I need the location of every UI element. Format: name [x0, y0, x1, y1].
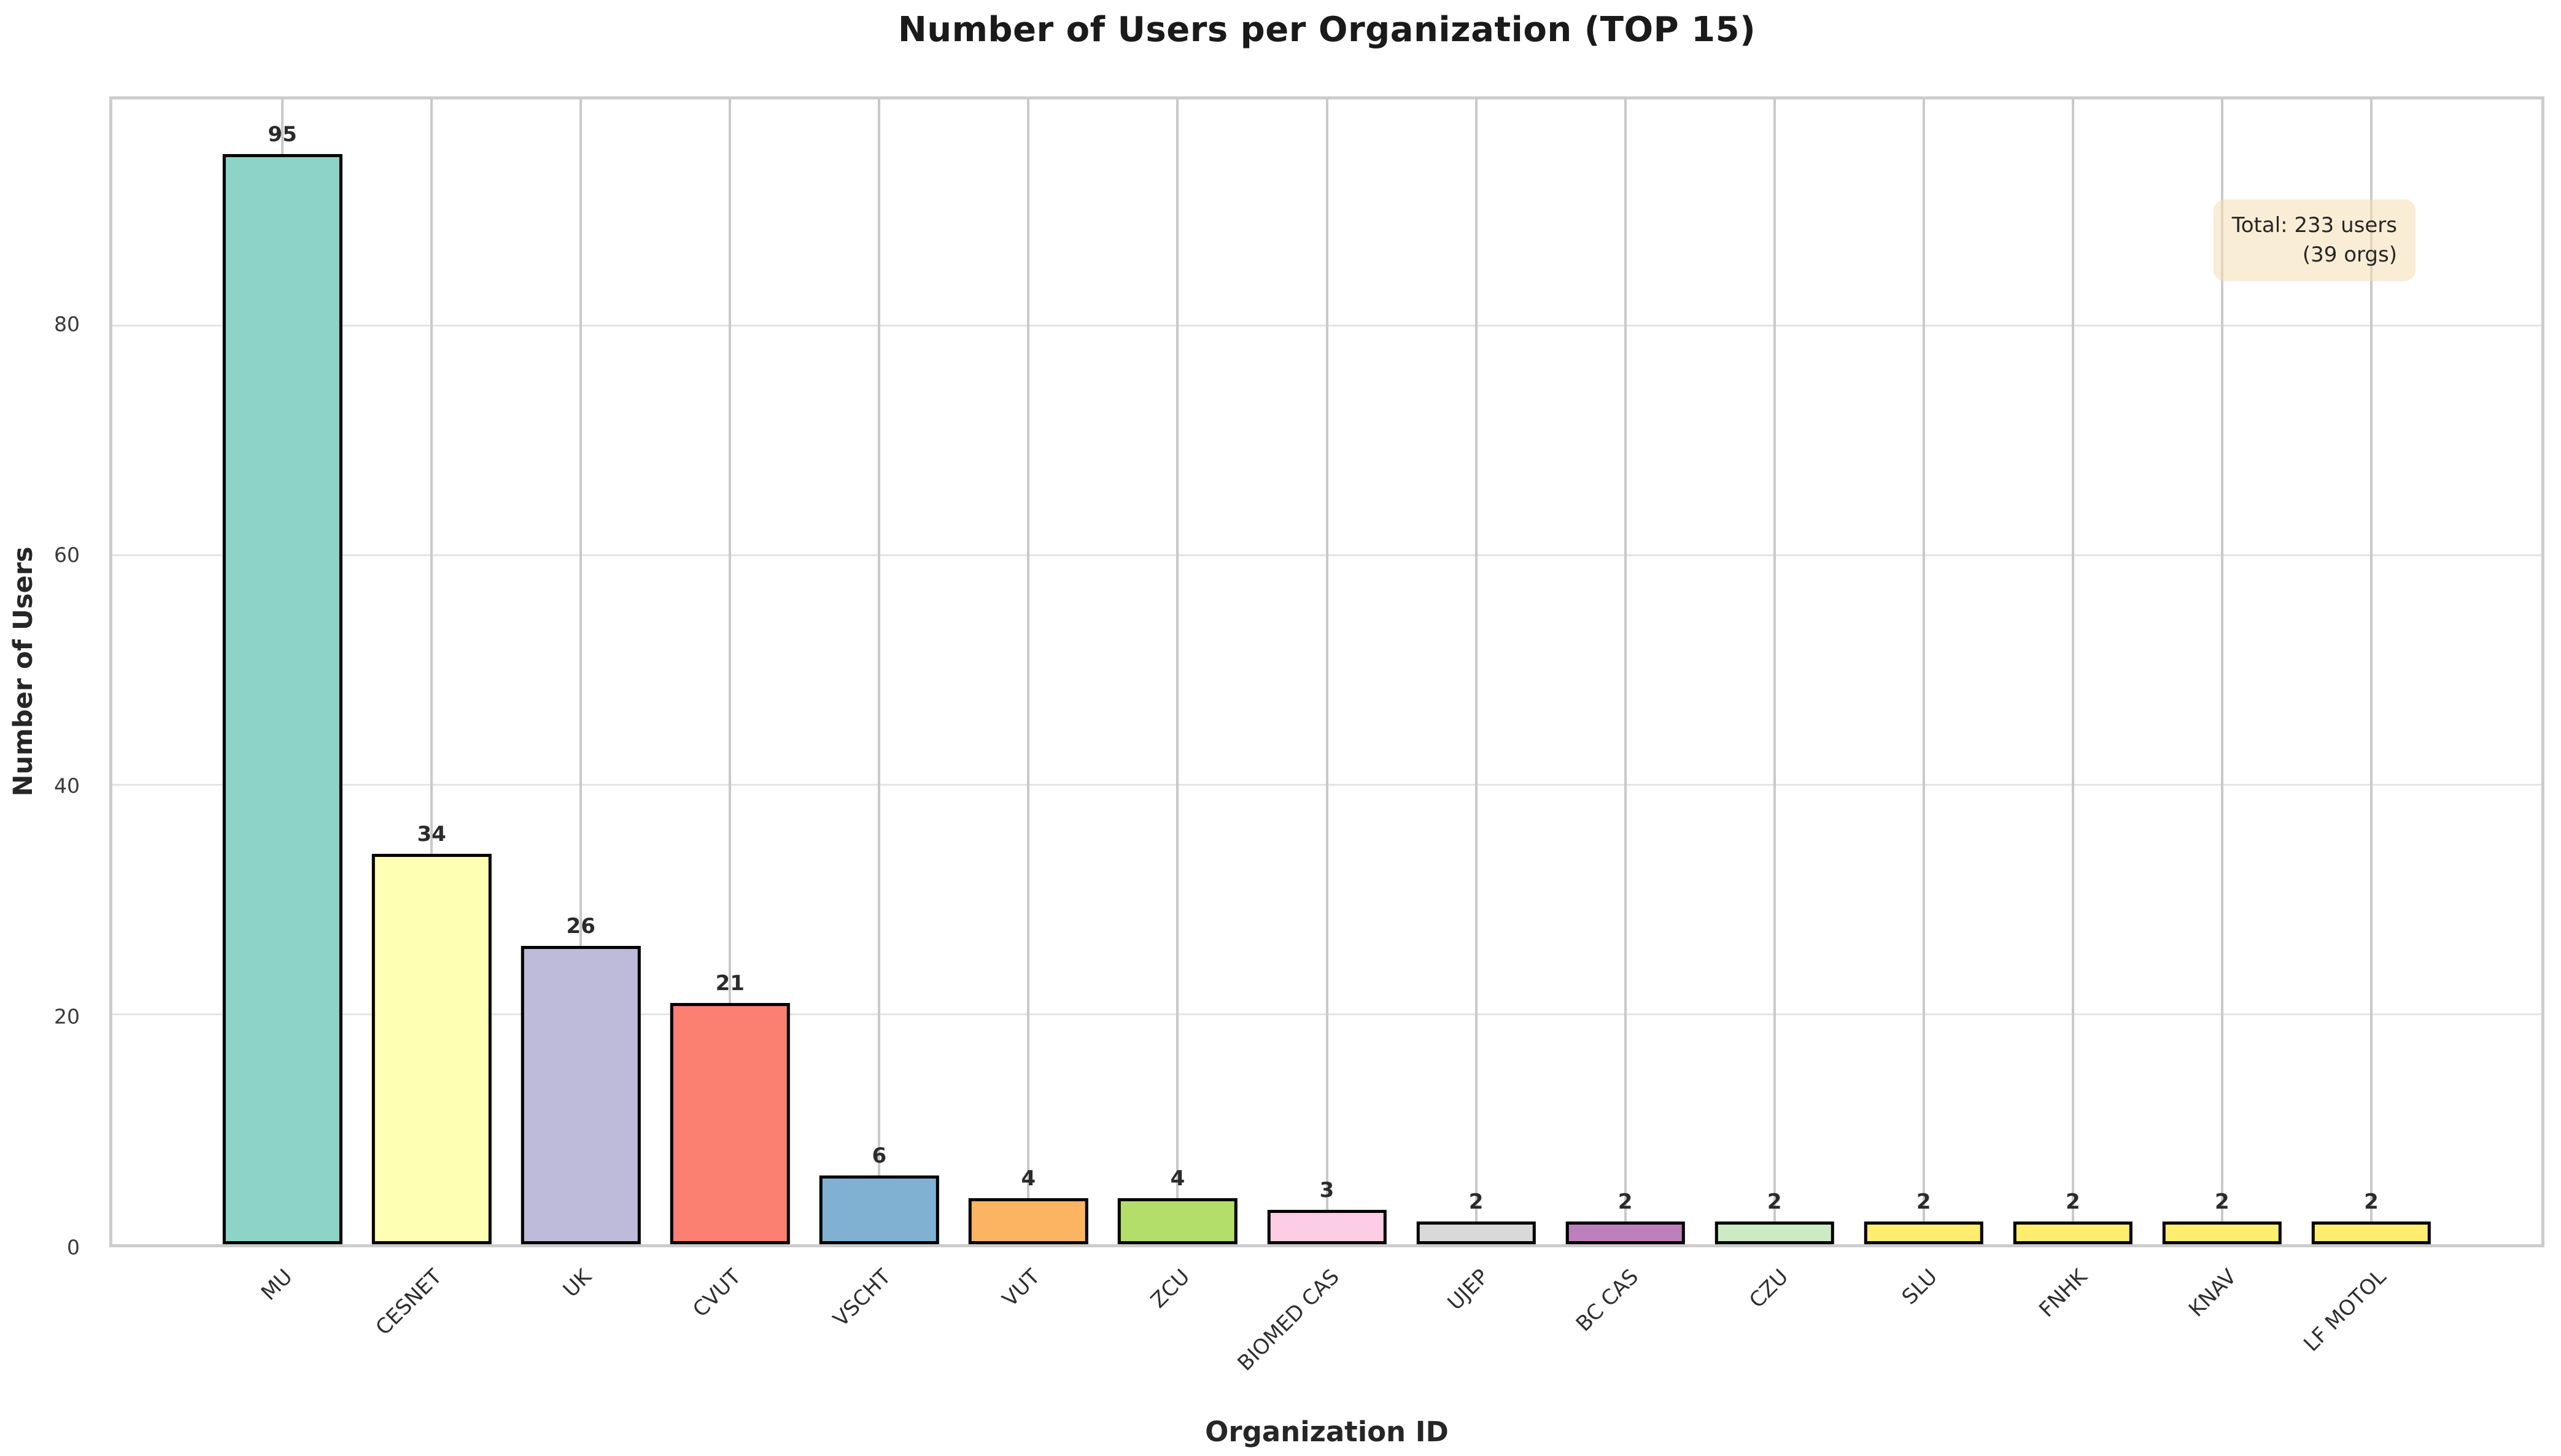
gridline-x	[1474, 99, 1478, 1244]
bar-value-label: 2	[2065, 1189, 2080, 1214]
y-tick-label: 40	[54, 773, 80, 798]
gridline-x	[430, 99, 433, 1244]
gridline-x	[1027, 99, 1030, 1244]
bar-value-label: 95	[268, 122, 297, 147]
x-axis-label: Organization ID	[1205, 1415, 1449, 1448]
bar-value-label: 2	[2215, 1189, 2230, 1214]
x-tick-label: UJEP	[1443, 1264, 1494, 1315]
x-tick-label: CESNET	[371, 1264, 447, 1341]
plot-inner: 95 34 26 21 6 4 4 3 2 2 2 2 2 2 2	[112, 99, 2541, 1244]
chart-title: Number of Users per Organization (TOP 15…	[897, 10, 1756, 50]
x-tick-label: LF MOTOL	[2299, 1264, 2392, 1357]
gridline-x	[1773, 99, 1776, 1244]
bar-cesnet	[371, 854, 492, 1244]
bar-cvut	[670, 1003, 790, 1244]
bar-vut	[969, 1198, 1088, 1244]
bar-value-label: 3	[1319, 1177, 1335, 1202]
bar-ujep	[1416, 1221, 1536, 1244]
bar-value-label: 6	[872, 1143, 887, 1168]
x-tick-label: VSCHT	[828, 1264, 896, 1332]
bar-vscht	[819, 1175, 939, 1244]
y-tick-label: 20	[54, 1004, 80, 1029]
x-tick-label: CVUT	[688, 1264, 746, 1322]
bar-lf-motol	[2311, 1221, 2431, 1244]
x-tick-label: ZCU	[1145, 1264, 1195, 1314]
annotation-line-1: Total: 233 users	[2231, 213, 2397, 238]
bar-value-label: 2	[1618, 1189, 1633, 1214]
x-tick-label: BC CAS	[1571, 1264, 1644, 1337]
y-axis: 0 20 40 60 80	[0, 96, 97, 1260]
bar-zcu	[1118, 1198, 1238, 1244]
x-tick-label: KNAV	[2184, 1264, 2242, 1322]
gridline-x	[2369, 99, 2373, 1244]
gridline-x	[1176, 99, 1179, 1244]
x-tick-area: MU CESNET UK CVUT VSCHT VUT ZCU BIOMED CAS UJEP B…	[109, 1256, 2544, 1415]
plot-area: 95 34 26 21 6 4 4 3 2 2 2 2 2 2 2 Total: 233 users (39…	[109, 96, 2544, 1247]
y-tick-label: 80	[54, 312, 80, 336]
bar-knav	[2162, 1221, 2282, 1244]
gridline-x	[1922, 99, 1925, 1244]
bar-fnhk	[2013, 1221, 2133, 1244]
x-tick-label: MU	[256, 1264, 298, 1306]
bar-value-label: 2	[1468, 1189, 1484, 1214]
bar-mu	[222, 153, 343, 1244]
y-tick-label: 60	[54, 543, 80, 567]
x-tick-label: FNHK	[2034, 1264, 2093, 1322]
bar-value-label: 4	[1170, 1166, 1185, 1191]
gridline-x	[1624, 99, 1627, 1244]
bar-value-label: 26	[566, 913, 595, 939]
bar-value-label: 21	[715, 971, 745, 996]
bar-czu	[1714, 1221, 1834, 1244]
x-tick-label: VUT	[998, 1264, 1045, 1312]
annotation-line-2: (39 orgs)	[2302, 242, 2397, 268]
gridline-x	[729, 99, 732, 1244]
bar-biomed-cas	[1267, 1209, 1387, 1244]
bar-value-label: 2	[1767, 1189, 1782, 1214]
x-tick-label: BIOMED CAS	[1233, 1264, 1344, 1376]
gridline-x	[1325, 99, 1328, 1244]
bar-bc-cas	[1565, 1221, 1685, 1244]
bar-uk	[521, 945, 641, 1244]
bar-value-label: 4	[1021, 1166, 1036, 1191]
x-tick-label: UK	[558, 1264, 597, 1303]
gridline-x	[878, 99, 881, 1244]
x-tick-label: SLU	[1897, 1264, 1943, 1310]
gridline-x	[2220, 99, 2223, 1244]
x-tick-label: CZU	[1744, 1264, 1793, 1314]
bar-slu	[1864, 1221, 1983, 1244]
gridline-x	[579, 99, 583, 1244]
gridline-x	[2071, 99, 2074, 1244]
bar-value-label: 2	[1916, 1189, 1931, 1214]
y-tick-label: 0	[67, 1235, 80, 1260]
bar-value-label: 34	[417, 822, 446, 847]
total-annotation: Total: 233 users (39 orgs)	[2213, 199, 2416, 281]
bar-value-label: 2	[2364, 1189, 2379, 1214]
